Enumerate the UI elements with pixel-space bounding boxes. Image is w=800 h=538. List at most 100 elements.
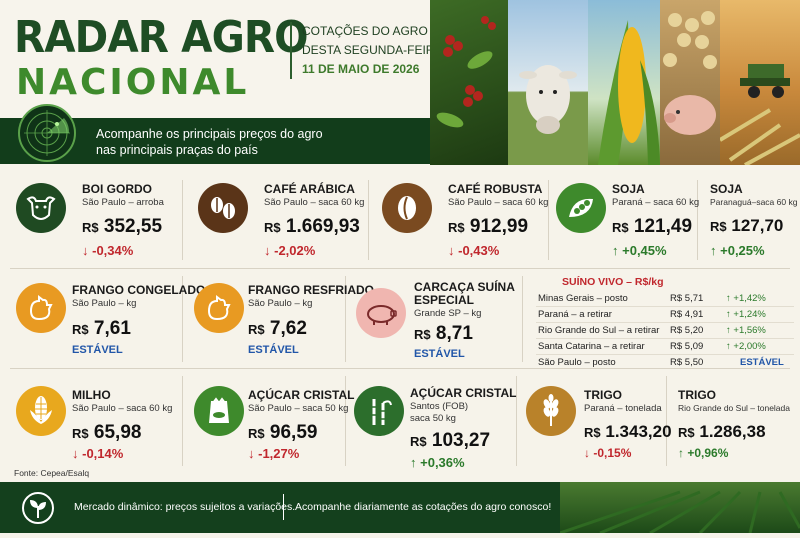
divider (368, 180, 369, 260)
divider (697, 180, 698, 260)
price-variation: ESTÁVEL (414, 348, 465, 360)
row-variation: ESTÁVEL (740, 357, 784, 368)
row-price: R$ 5,09 (670, 341, 704, 352)
sub-line-1: COTAÇÕES DO AGRO (302, 24, 428, 38)
price-value: 65,98 (93, 422, 142, 443)
chicken-icon (194, 283, 244, 333)
price-variation: ↓ -0,14% (72, 446, 124, 461)
soybean-icon (556, 183, 606, 233)
radar-icon (18, 104, 76, 162)
row-price: R$ 5,50 (670, 357, 704, 368)
product-place: São Paulo – arroba (82, 197, 164, 208)
price-value: 1.343,20 (605, 422, 672, 441)
coffee-beans-icon (198, 183, 248, 233)
row-place: Rio Grande do Sul – a retirar (538, 325, 660, 336)
source-note: Fonte: Cepea/Esalq (14, 468, 90, 478)
sprout-icon (22, 492, 54, 524)
variation-value: -0,14% (82, 446, 124, 461)
banner-line-1: Acompanhe os principais preços do agro (96, 127, 323, 141)
price-value: 8,71 (435, 323, 473, 344)
corn-icon (16, 386, 66, 436)
product-name: CAFÉ ARÁBICA (264, 182, 355, 196)
price-variation: ESTÁVEL (248, 344, 299, 356)
product-price: R$ 121,49 (612, 216, 692, 238)
row-price: R$ 5,71 (670, 293, 704, 304)
row-variation: ↑ +2,00% (726, 341, 766, 352)
table-row: Rio Grande do Sul – a retirar R$ 5,20 ↑ … (536, 323, 794, 339)
banner-line-2: nas principais praças do país (96, 143, 258, 157)
coffee-photo (430, 0, 508, 165)
variation-value: -0,43% (458, 243, 500, 258)
product-price: R$ 1.669,93 (264, 216, 360, 238)
price-value: 1.286,38 (699, 422, 766, 441)
row-place: São Paulo – posto (538, 357, 616, 368)
variation-value: -2,02% (274, 243, 316, 258)
product-price: R$ 352,55 (82, 216, 162, 238)
row-place: Paraná – a retirar (538, 309, 612, 320)
divider (182, 376, 183, 466)
product-price: R$ 912,99 (448, 216, 528, 238)
price-value: 103,27 (431, 430, 491, 451)
product-price: R$ 1.343,20 (584, 422, 672, 442)
product-name: SOJA (612, 182, 645, 196)
variation-value: +0,25% (720, 243, 765, 258)
sub-line-2: DESTA SEGUNDA-FEIRA (302, 43, 443, 57)
product-place: São Paulo – kg (248, 298, 313, 309)
product-place: São Paulo – saca 60 kg (264, 197, 365, 208)
divider (548, 180, 549, 260)
product-price: R$ 8,71 (414, 323, 473, 345)
divider (345, 276, 346, 362)
price-variation: ↑ +0,36% (410, 455, 465, 470)
product-name: SOJA (710, 182, 743, 196)
row-variation: ↑ +1,24% (726, 309, 766, 320)
divider (516, 376, 517, 466)
product-place: Paraná – tonelada (584, 403, 662, 414)
currency: R$ (248, 426, 265, 441)
sugar-bag-icon (194, 386, 244, 436)
product-name: FRANGO CONGELADO (72, 283, 206, 297)
page-subtitle: NACIONAL (16, 62, 250, 103)
divider (182, 180, 183, 260)
product-name: MILHO (72, 388, 111, 402)
product-place: São Paulo – saca 60 kg (448, 197, 549, 208)
cow-icon (16, 183, 66, 233)
product-name: AÇÚCAR CRISTAL (410, 386, 517, 400)
chicken-icon (16, 283, 66, 333)
agro-photo-collage (430, 0, 800, 165)
row-variation: ↑ +1,56% (726, 325, 766, 336)
footer-message-2: Acompanhe diariamente as cotações do agr… (295, 501, 552, 513)
coffee-bean-icon (382, 183, 432, 233)
product-price: R$ 127,70 (710, 216, 783, 236)
divider (10, 268, 790, 269)
currency: R$ (448, 220, 465, 235)
currency: R$ (72, 322, 89, 337)
variation-value: +1,56% (733, 325, 766, 336)
price-variation: ↓ -1,27% (248, 446, 300, 461)
product-name: FRANGO RESFRIADO (248, 283, 374, 297)
corn-photo (588, 0, 660, 165)
product-place: Paranaguá–saca 60 kg (710, 197, 798, 207)
currency: R$ (410, 434, 427, 449)
price-variation: ↑ +0,96% (678, 446, 729, 460)
product-place: Rio Grande do Sul – tonelada (678, 403, 790, 413)
price-value: 352,55 (103, 216, 163, 237)
currency: R$ (72, 426, 89, 441)
page-title: RADAR AGRO (14, 12, 309, 63)
product-name: TRIGO (584, 388, 622, 402)
product-place: São Paulo – saca 50 kg (248, 403, 349, 414)
product-price: R$ 65,98 (72, 422, 141, 444)
header-info: COTAÇÕES DO AGRO DESTA SEGUNDA-FEIRA 11 … (290, 22, 442, 79)
variation-value: +1,42% (733, 293, 766, 304)
table-row: Santa Catarina – a retirar R$ 5,09 ↑ +2,… (536, 339, 794, 355)
price-variation: ↓ -0,43% (448, 243, 500, 258)
table-title: SUÍNO VIVO – R$/kg (562, 276, 664, 288)
currency: R$ (584, 425, 601, 440)
product-name: TRIGO (678, 388, 716, 402)
variation-value: -0,34% (92, 243, 134, 258)
harvest-photo (718, 0, 800, 165)
price-variation: ↑ +0,25% (710, 243, 765, 258)
price-variation: ESTÁVEL (72, 344, 123, 356)
field-photo (559, 482, 800, 535)
variation-value: +1,24% (733, 309, 766, 320)
row-price: R$ 4,91 (670, 309, 704, 320)
